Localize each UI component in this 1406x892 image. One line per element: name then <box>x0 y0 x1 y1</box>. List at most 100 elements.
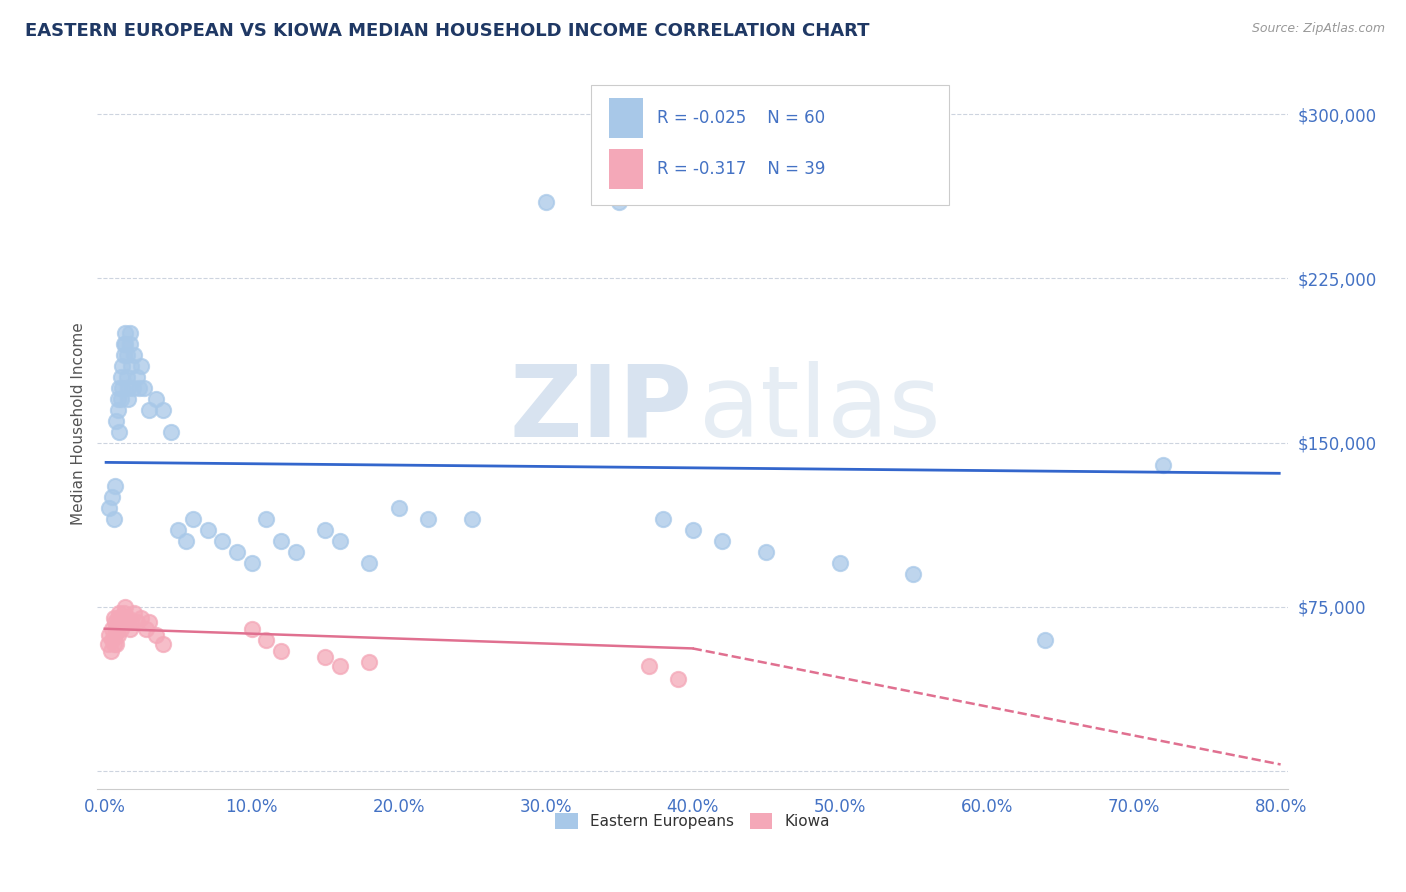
Point <box>145 628 167 642</box>
Point <box>117 381 139 395</box>
Point <box>108 425 131 439</box>
Point <box>666 672 689 686</box>
Point <box>107 402 129 417</box>
Point <box>138 402 160 417</box>
Text: atlas: atlas <box>699 361 941 458</box>
Text: EASTERN EUROPEAN VS KIOWA MEDIAN HOUSEHOLD INCOME CORRELATION CHART: EASTERN EUROPEAN VS KIOWA MEDIAN HOUSEHO… <box>25 22 870 40</box>
Point <box>110 370 132 384</box>
Point <box>115 615 138 629</box>
Bar <box>609 98 643 138</box>
Point <box>135 622 157 636</box>
Point <box>174 534 197 549</box>
Point <box>107 392 129 406</box>
Point <box>329 659 352 673</box>
Point <box>97 637 120 651</box>
Text: ZIP: ZIP <box>510 361 693 458</box>
Point <box>98 501 121 516</box>
Point <box>167 523 190 537</box>
Point <box>416 512 439 526</box>
Point <box>534 194 557 209</box>
Point <box>112 337 135 351</box>
Point <box>110 611 132 625</box>
Point <box>110 622 132 636</box>
Point <box>115 370 138 384</box>
Point <box>652 512 675 526</box>
Point <box>117 392 139 406</box>
Point <box>125 615 148 629</box>
Point <box>682 523 704 537</box>
Point <box>108 381 131 395</box>
Point <box>103 637 125 651</box>
Bar <box>609 149 643 189</box>
Point <box>115 348 138 362</box>
Point <box>112 607 135 621</box>
Point <box>755 545 778 559</box>
Point <box>240 556 263 570</box>
Point <box>112 348 135 362</box>
Point <box>105 414 128 428</box>
Point <box>128 381 150 395</box>
Text: R = -0.317    N = 39: R = -0.317 N = 39 <box>657 160 825 178</box>
Point <box>152 402 174 417</box>
Point <box>104 479 127 493</box>
Point <box>359 556 381 570</box>
Point <box>131 611 153 625</box>
Y-axis label: Median Household Income: Median Household Income <box>72 323 86 525</box>
Point <box>103 512 125 526</box>
Point <box>152 637 174 651</box>
Point <box>101 491 124 505</box>
Point <box>104 615 127 629</box>
Point <box>108 615 131 629</box>
Point <box>114 337 136 351</box>
Point <box>181 512 204 526</box>
Point <box>122 607 145 621</box>
Point <box>1035 632 1057 647</box>
Point <box>121 381 143 395</box>
Point <box>461 512 484 526</box>
Point <box>111 381 134 395</box>
Point <box>254 632 277 647</box>
Point <box>711 534 734 549</box>
Point <box>105 622 128 636</box>
Point <box>111 359 134 373</box>
Point <box>197 523 219 537</box>
Point <box>122 348 145 362</box>
Point <box>314 523 336 537</box>
Point <box>114 326 136 341</box>
Point <box>103 611 125 625</box>
Point <box>108 607 131 621</box>
Point <box>901 567 924 582</box>
Point <box>107 611 129 625</box>
Legend: Eastern Europeans, Kiowa: Eastern Europeans, Kiowa <box>548 807 837 836</box>
Point <box>104 628 127 642</box>
Point <box>101 632 124 647</box>
Point <box>160 425 183 439</box>
Point <box>125 370 148 384</box>
Point <box>131 359 153 373</box>
Point <box>107 628 129 642</box>
Point <box>828 556 851 570</box>
Point <box>388 501 411 516</box>
Point <box>270 534 292 549</box>
Point <box>254 512 277 526</box>
Point <box>98 628 121 642</box>
Point <box>226 545 249 559</box>
Point <box>111 615 134 629</box>
Point <box>240 622 263 636</box>
Point <box>284 545 307 559</box>
Point <box>138 615 160 629</box>
Point <box>637 659 659 673</box>
Point <box>359 655 381 669</box>
Point <box>118 622 141 636</box>
Point <box>607 194 630 209</box>
Point <box>117 611 139 625</box>
Point <box>110 392 132 406</box>
FancyBboxPatch shape <box>592 85 949 205</box>
Point <box>120 615 142 629</box>
Point <box>118 326 141 341</box>
Point <box>211 534 233 549</box>
Point <box>100 643 122 657</box>
Point <box>105 637 128 651</box>
Text: R = -0.025    N = 60: R = -0.025 N = 60 <box>657 109 825 127</box>
Point <box>118 337 141 351</box>
